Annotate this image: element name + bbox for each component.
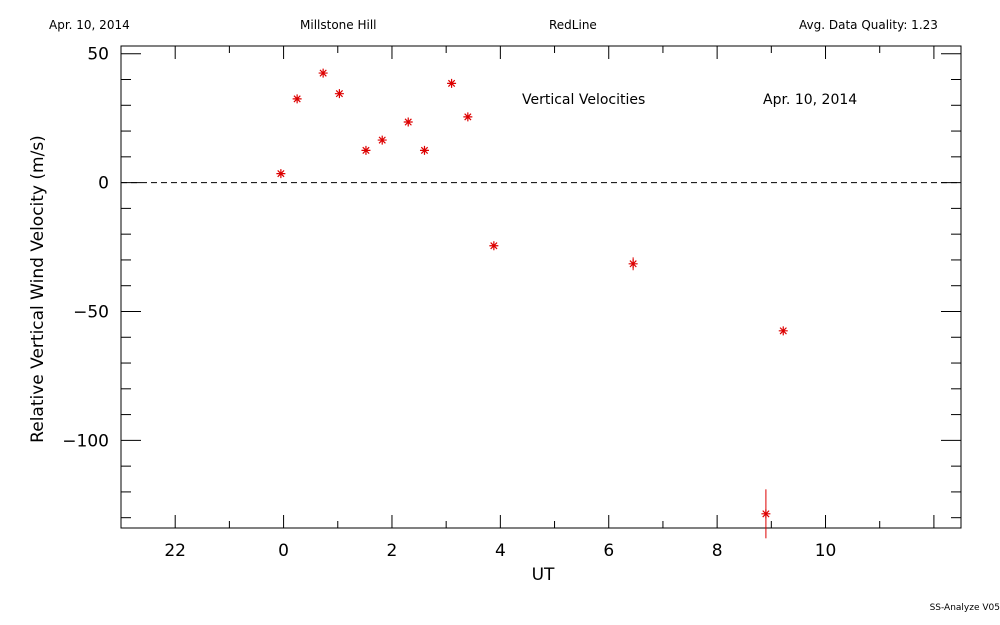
asterisk-marker	[489, 241, 499, 251]
x-axis-label: UT	[532, 565, 555, 585]
data-point	[361, 145, 371, 155]
data-point	[628, 257, 638, 271]
x-tick-label: 4	[495, 541, 506, 561]
header-quality: Avg. Data Quality: 1.23	[799, 18, 938, 32]
data-point	[377, 135, 387, 145]
asterisk-marker	[447, 78, 457, 88]
x-tick-labels: 22 0 2 4 6 8 10	[164, 541, 836, 561]
header-line: RedLine	[549, 18, 597, 32]
asterisk-marker	[778, 326, 788, 336]
x-tick-label: 8	[712, 541, 723, 561]
asterisk-marker	[419, 145, 429, 155]
asterisk-marker	[318, 68, 328, 78]
data-point	[447, 78, 457, 88]
data-point	[318, 68, 328, 78]
data-point	[403, 117, 413, 127]
y-tick-label: 50	[87, 45, 109, 65]
data-point	[489, 241, 499, 251]
asterisk-marker	[334, 89, 344, 99]
asterisk-marker	[403, 117, 413, 127]
y-tick-label: 0	[98, 174, 109, 194]
x-tick-label: 2	[387, 541, 398, 561]
asterisk-marker	[628, 259, 638, 269]
data-point	[419, 145, 429, 155]
y-tick-label: −50	[73, 302, 109, 322]
data-points	[276, 68, 788, 539]
asterisk-marker	[292, 94, 302, 104]
header-date: Apr. 10, 2014	[49, 18, 130, 32]
data-point	[778, 326, 788, 336]
asterisk-marker	[276, 169, 286, 179]
data-point	[334, 89, 344, 99]
x-tick-label: 10	[815, 541, 837, 561]
x-tick-label: 6	[603, 541, 614, 561]
plot-frame	[120, 45, 962, 529]
asterisk-marker	[761, 509, 771, 519]
data-point	[292, 94, 302, 104]
x-tick-label: 22	[164, 541, 186, 561]
y-axis-label: Relative Vertical Wind Velocity (m/s)	[28, 135, 48, 443]
software-version: SS-Analyze V05	[929, 603, 1000, 613]
data-point	[761, 489, 771, 539]
asterisk-marker	[377, 135, 387, 145]
axis-ticks	[121, 46, 961, 528]
header-site: Millstone Hill	[300, 18, 377, 32]
chart-annotation-date: Apr. 10, 2014	[763, 92, 857, 108]
y-tick-labels: 50 0 −50 −100	[62, 45, 109, 452]
chart-title: Vertical Velocities	[522, 92, 645, 108]
y-tick-label: −100	[62, 431, 109, 451]
asterisk-marker	[463, 112, 473, 122]
asterisk-marker	[361, 145, 371, 155]
x-tick-label: 0	[278, 541, 289, 561]
data-point	[463, 112, 473, 122]
data-point	[276, 169, 286, 179]
